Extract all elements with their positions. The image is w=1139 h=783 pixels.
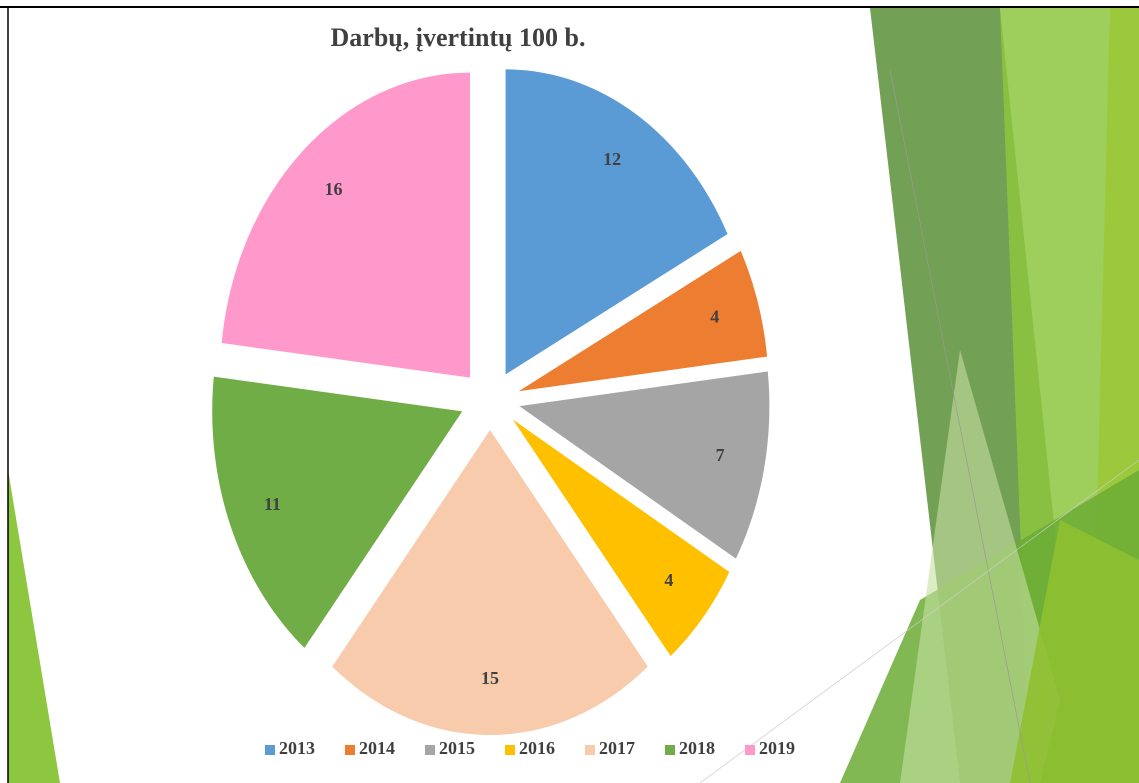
legend-swatch [585, 745, 595, 755]
slide-decoration [0, 6, 1139, 783]
legend-swatch [345, 745, 355, 755]
legend-label: 2019 [759, 738, 795, 758]
pie-slice [221, 72, 471, 378]
pie-slice [332, 430, 648, 735]
legend-swatch [425, 745, 435, 755]
legend-label: 2018 [679, 738, 715, 758]
pie-slice [512, 419, 730, 657]
pie-slice [212, 376, 463, 648]
legend-swatch [505, 745, 515, 755]
data-label: 11 [264, 494, 281, 514]
data-label: 15 [481, 668, 499, 688]
legend-swatch [265, 745, 275, 755]
legend-label: 2015 [439, 738, 475, 758]
legend-swatch [745, 745, 755, 755]
data-label: 16 [325, 179, 343, 199]
legend-label: 2017 [599, 738, 635, 758]
chart-title: Darbų, įvertintų 100 b. [331, 23, 586, 52]
pie-slice [519, 371, 770, 559]
legend-label: 2014 [359, 738, 395, 758]
pie-slice [518, 250, 768, 392]
legend-label: 2016 [519, 738, 555, 758]
legend-swatch [665, 745, 675, 755]
pie-slice [505, 69, 728, 375]
data-label: 7 [716, 445, 725, 465]
data-label: 12 [603, 149, 621, 169]
data-label: 4 [664, 570, 673, 590]
legend-label: 2013 [279, 738, 315, 758]
data-label: 4 [710, 306, 719, 326]
